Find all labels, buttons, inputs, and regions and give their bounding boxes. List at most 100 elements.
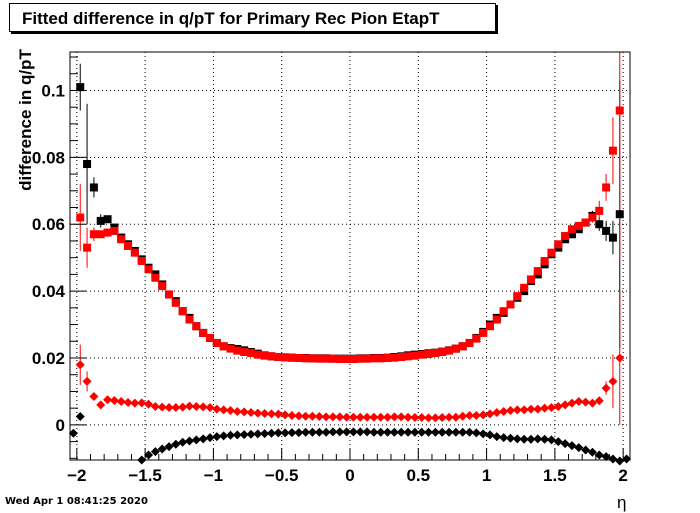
data-point-diamond xyxy=(116,396,126,406)
y-tick-label: 0.02 xyxy=(32,349,65,368)
data-point-square xyxy=(301,354,310,363)
data-point-diamond xyxy=(171,402,181,412)
data-point-diamond xyxy=(273,428,283,438)
data-point-diamond xyxy=(389,427,399,437)
data-point-square xyxy=(335,355,344,364)
data-point-diamond xyxy=(567,398,577,408)
data-point-square xyxy=(110,226,119,235)
data-point-square xyxy=(96,230,105,239)
data-point-diamond xyxy=(396,427,406,437)
data-point-diamond xyxy=(260,409,270,419)
data-point-diamond xyxy=(185,436,195,446)
data-point-diamond xyxy=(164,442,174,452)
x-tick-label: 1 xyxy=(482,466,491,485)
data-point-square xyxy=(424,349,433,358)
data-point-diamond xyxy=(540,403,550,413)
data-point-diamond xyxy=(178,402,188,412)
data-point-square xyxy=(246,348,255,357)
x-axis-label: η xyxy=(617,493,627,512)
title-box: Fitted difference in q/pT for Primary Re… xyxy=(9,3,496,32)
data-point-diamond xyxy=(253,429,263,439)
data-point-diamond xyxy=(335,427,345,437)
data-point-diamond xyxy=(410,427,420,437)
data-point-square xyxy=(431,348,440,357)
data-point-square xyxy=(499,307,508,316)
data-point-square xyxy=(308,354,317,363)
data-point-diamond xyxy=(383,427,393,437)
data-point-diamond xyxy=(574,443,584,453)
data-point-square xyxy=(561,231,570,240)
y-tick-label: 0.08 xyxy=(32,148,65,167)
data-point-diamond xyxy=(499,407,509,417)
data-point-square xyxy=(294,354,303,362)
data-point-diamond xyxy=(342,412,352,422)
data-point-diamond xyxy=(403,427,413,437)
data-point-diamond xyxy=(581,397,591,407)
data-point-square xyxy=(458,342,467,351)
data-point-diamond xyxy=(512,434,522,444)
data-point-diamond xyxy=(205,402,215,412)
data-point-square xyxy=(83,243,92,252)
data-point-diamond xyxy=(348,427,358,437)
x-tick-label: −1 xyxy=(204,466,223,485)
data-point-diamond xyxy=(185,401,195,411)
data-point-square xyxy=(390,353,399,362)
data-point-diamond xyxy=(280,428,290,438)
data-point-square xyxy=(96,216,105,225)
data-point-diamond xyxy=(225,406,235,416)
data-point-diamond xyxy=(355,412,365,422)
data-point-diamond xyxy=(328,412,338,422)
data-point-diamond xyxy=(96,400,106,410)
data-point-diamond xyxy=(505,433,515,443)
data-point-diamond xyxy=(471,428,481,438)
data-point-square xyxy=(192,322,201,331)
data-point-square xyxy=(547,248,556,257)
data-point-square xyxy=(171,298,180,307)
data-point-diamond xyxy=(581,445,591,455)
data-point-square xyxy=(465,338,474,347)
data-point-square xyxy=(260,351,269,360)
data-point-square xyxy=(322,354,331,363)
data-point-square xyxy=(76,83,85,92)
data-point-diamond xyxy=(294,428,304,438)
data-point-diamond xyxy=(430,413,440,423)
data-point-diamond xyxy=(239,407,249,417)
data-point-diamond xyxy=(225,430,235,440)
data-point-square xyxy=(492,315,501,324)
data-point-diamond xyxy=(328,427,338,437)
data-point-square xyxy=(615,210,624,219)
data-point-square xyxy=(212,338,221,347)
data-point-square xyxy=(165,290,174,299)
chart-title: Fitted difference in q/pT for Primary Re… xyxy=(22,9,440,28)
data-point-diamond xyxy=(560,400,570,410)
data-point-square xyxy=(486,322,494,331)
data-point-diamond xyxy=(594,396,604,406)
data-point-square xyxy=(117,235,126,244)
data-point-diamond xyxy=(232,407,242,417)
data-point-diamond xyxy=(157,402,167,412)
data-point-square xyxy=(540,257,549,266)
data-point-square xyxy=(410,351,419,360)
data-point-diamond xyxy=(526,404,536,414)
data-point-diamond xyxy=(130,398,140,408)
data-point-diamond xyxy=(424,413,434,423)
data-point-square xyxy=(615,106,624,115)
data-point-diamond xyxy=(89,391,99,401)
data-point-diamond xyxy=(307,411,317,421)
data-point-diamond xyxy=(485,409,495,419)
data-point-diamond xyxy=(594,450,604,460)
data-point-diamond xyxy=(307,427,317,437)
data-point-diamond xyxy=(519,434,529,444)
data-point-diamond xyxy=(546,402,556,412)
data-point-diamond xyxy=(505,406,515,416)
data-point-diamond xyxy=(553,401,563,411)
data-point-diamond xyxy=(615,353,625,363)
x-tick-label: −0.5 xyxy=(265,466,299,485)
data-point-square xyxy=(151,273,160,282)
data-point-square xyxy=(376,354,385,363)
x-tick-label: 0 xyxy=(345,466,354,485)
data-point-square xyxy=(533,267,542,276)
data-point-diamond xyxy=(478,429,488,439)
data-point-diamond xyxy=(294,411,304,421)
y-tick-label: 0.1 xyxy=(41,81,65,100)
